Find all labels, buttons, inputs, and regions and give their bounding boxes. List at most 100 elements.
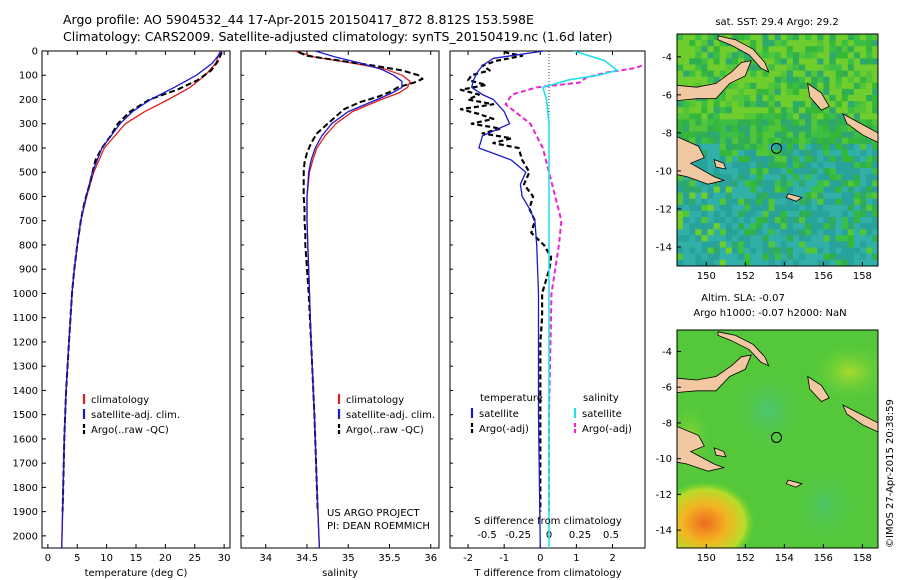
sst-pixel — [860, 217, 867, 224]
sst-pixel — [768, 192, 775, 200]
sst-pixel — [805, 156, 812, 163]
sst-pixel — [841, 95, 849, 102]
sst-pixel — [719, 131, 727, 139]
sst-pixel — [695, 204, 702, 212]
sst-pixel — [847, 259, 855, 266]
sst-pixel — [719, 52, 727, 59]
sst-pixel — [780, 186, 788, 193]
sst-pixel — [707, 125, 714, 132]
sst-pixel — [695, 210, 702, 218]
sst-pixel — [677, 210, 684, 218]
sst-pixel — [847, 229, 855, 236]
sst-pixel — [683, 34, 690, 41]
sst-pixel — [750, 168, 757, 175]
sst-pixel — [695, 131, 702, 139]
sst-pixel — [853, 192, 861, 200]
sst-pixel — [774, 119, 782, 126]
sst-pixel — [774, 198, 782, 206]
sst-pixel — [872, 156, 878, 163]
sst-pixel — [860, 52, 867, 59]
sst-pixel — [811, 149, 818, 157]
sst-pixel — [841, 107, 849, 114]
sst-pixel — [780, 143, 788, 151]
sst-pixel — [750, 70, 757, 78]
sst-pixel — [872, 46, 878, 53]
sst-pixel — [786, 82, 794, 90]
sst-pixel — [829, 247, 836, 254]
sst-pixel — [817, 204, 824, 212]
sst-pixel — [689, 119, 696, 126]
sst-pixel — [731, 210, 739, 218]
sst-pixel — [774, 235, 782, 242]
sst-pixel — [695, 253, 702, 261]
sst-pixel — [756, 95, 763, 102]
sst-pixel — [805, 76, 812, 84]
sst-pixel — [744, 210, 751, 218]
sst-pixel — [695, 241, 702, 248]
sst-pixel — [860, 64, 867, 71]
depth-tick-label: 100 — [19, 71, 38, 82]
sst-pixel — [805, 180, 812, 187]
sst-pixel — [683, 107, 690, 114]
sst-pixel — [707, 119, 714, 126]
sst-pixel — [853, 229, 861, 236]
sst-pixel — [725, 52, 733, 59]
sst-pixel — [768, 34, 775, 41]
sst-pixel — [847, 253, 855, 261]
sst-pixel — [713, 253, 721, 261]
sst-pixel — [683, 58, 690, 65]
sst-pixel — [792, 40, 800, 47]
sst-pixel — [872, 223, 878, 230]
sst-pixel — [695, 186, 702, 193]
sst-pixel — [707, 253, 714, 261]
sst-pixel — [792, 107, 800, 114]
sst-pixel — [701, 119, 708, 126]
sst-pixel — [860, 186, 867, 193]
sst-pixel — [756, 180, 763, 187]
sst-pixel — [823, 34, 830, 41]
sst-pixel — [872, 149, 878, 157]
sst-pixel — [744, 88, 751, 96]
sst-pixel — [866, 143, 873, 151]
sst-pixel — [829, 204, 836, 212]
sst-pixel — [853, 174, 861, 181]
sst-pixel — [835, 235, 843, 242]
sst-pixel — [817, 210, 824, 218]
sst-pixel — [780, 58, 788, 65]
sst-pixel — [841, 88, 849, 96]
sst-pixel — [799, 229, 806, 236]
land-mass — [677, 354, 752, 393]
sst-pixel — [866, 223, 873, 230]
sst-pixel — [835, 119, 843, 126]
sst-pixel — [768, 64, 775, 71]
sst-pixel — [744, 107, 751, 114]
sst-pixel — [744, 186, 751, 193]
sst-pixel — [713, 192, 721, 200]
sst-pixel — [792, 247, 800, 254]
sst-pixel — [786, 223, 794, 230]
sst-pixel — [811, 162, 818, 169]
sst-pixel — [695, 40, 702, 47]
sst-pixel — [872, 217, 878, 224]
sst-pixel — [689, 52, 696, 59]
sst-pixel — [707, 64, 714, 71]
sst-pixel — [774, 76, 782, 84]
sst-pixel — [750, 113, 757, 120]
sst-pixel — [872, 82, 878, 90]
sst-pixel — [866, 204, 873, 212]
sst-pixel — [738, 204, 745, 212]
sst-pixel — [805, 223, 812, 230]
sst-pixel — [835, 52, 843, 59]
x-tick-label: 2 — [609, 553, 615, 564]
sst-pixel — [762, 210, 769, 218]
sst-pixel — [762, 168, 769, 175]
sst-map-coastlines — [677, 35, 878, 202]
sst-pixel — [786, 156, 794, 163]
sst-pixel — [799, 192, 806, 200]
sst-pixel — [689, 180, 696, 187]
sst-pixel — [872, 125, 878, 132]
sst-pixel — [780, 156, 788, 163]
sst-pixel — [799, 137, 806, 145]
sst-pixel — [768, 259, 775, 266]
sst-pixel — [835, 174, 843, 181]
